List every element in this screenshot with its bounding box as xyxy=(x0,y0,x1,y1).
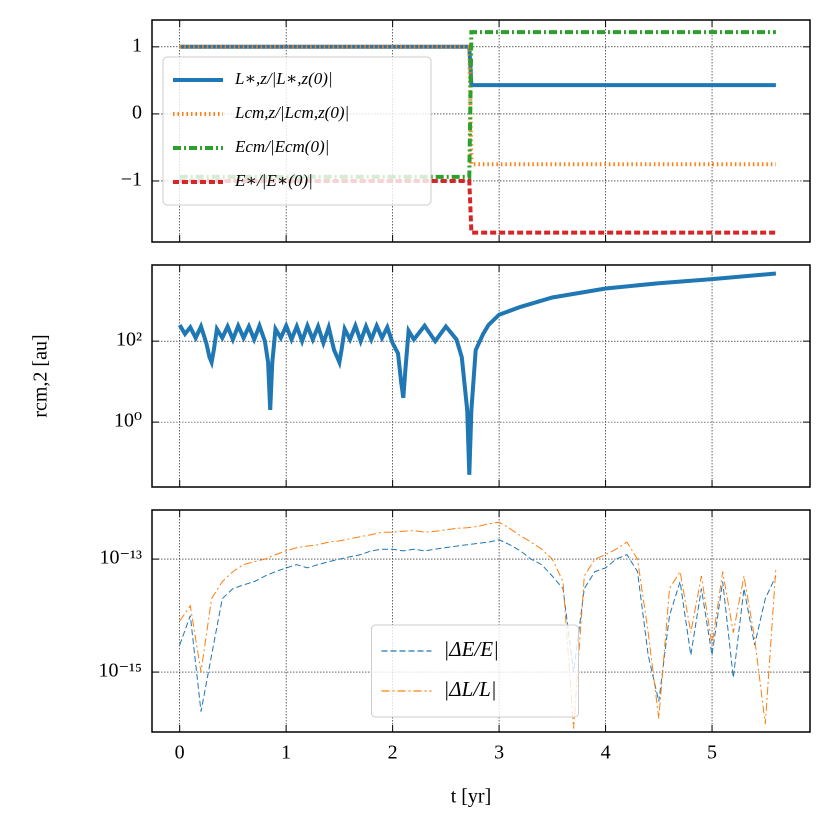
legend-label: |ΔL/L| xyxy=(444,677,497,701)
series-line xyxy=(177,271,777,475)
legend: |ΔE/E| |ΔL/L| xyxy=(371,624,579,718)
x-tick-label: 3 xyxy=(494,742,504,764)
x-tick-label: 1 xyxy=(281,742,291,764)
axes-frame xyxy=(151,509,811,733)
legend-label: L∗,z/|L∗,z(0)| xyxy=(234,69,333,88)
x-tick-label: 5 xyxy=(707,742,717,764)
y-tick-label: 10⁻¹⁵ xyxy=(98,660,142,682)
y-tick-label: 10⁰ xyxy=(114,410,142,432)
legend: L∗,z/|L∗,z(0)| Lcm,z/|Lcm,z(0)| Ecm/|Ecm(0… xyxy=(162,56,432,206)
subplot: 10² 10⁰ rcm,2 [au] xyxy=(30,264,811,488)
y-tick-label: 0 xyxy=(132,101,142,123)
y-tick-label: 10⁻¹³ xyxy=(99,547,142,569)
legend-label: Ecm/|Ecm(0)| xyxy=(234,137,329,156)
axes-frame xyxy=(151,264,811,488)
legend-box xyxy=(371,624,579,718)
x-axis-label: t [yr] xyxy=(451,786,492,808)
series-line xyxy=(179,521,777,729)
y-tick-label: 1 xyxy=(132,34,142,56)
legend-label: |ΔE/E| xyxy=(444,637,499,661)
series-line xyxy=(179,44,776,167)
legend-label: E∗/|E∗(0)| xyxy=(234,171,313,190)
axes-frame xyxy=(151,19,811,243)
y-tick-label: 10² xyxy=(116,329,142,351)
x-tick-label: 2 xyxy=(388,742,398,764)
x-tick-label: 4 xyxy=(601,742,611,764)
y-tick-label: −1 xyxy=(121,169,142,191)
y-axis-label: rcm,2 [au] xyxy=(30,334,52,417)
x-tick-label: 0 xyxy=(175,742,185,764)
subplot: 0 1 2 3 4 5 10⁻¹³ 10⁻¹⁵ t [yr] |ΔE/E| |ΔL/L| xyxy=(98,509,811,808)
legend-label: Lcm,z/|Lcm,z(0)| xyxy=(234,103,349,122)
legend-box xyxy=(162,56,432,206)
subplot: 1 0 −1 L∗,z/|L∗,z(0)| Lcm,z/|Lcm,z(0)| Ecm/|E… xyxy=(121,19,811,243)
series-line xyxy=(179,539,777,712)
